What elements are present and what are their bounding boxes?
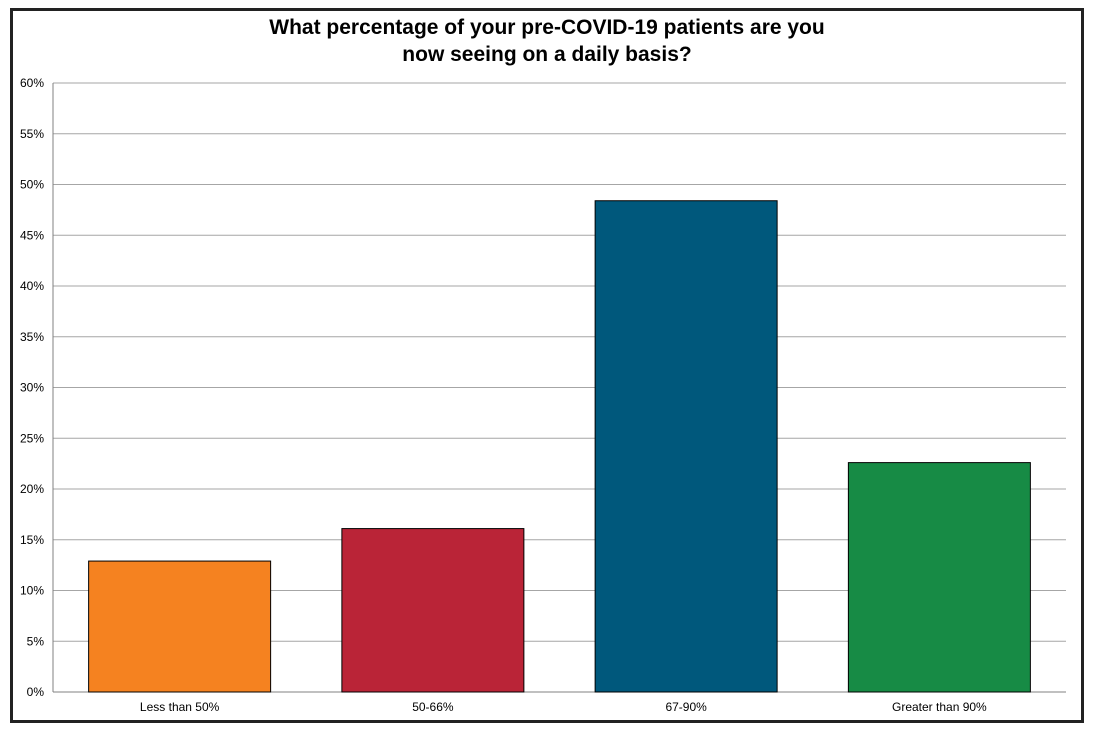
x-category-label: 50-66% (412, 700, 454, 714)
chart-title-line-1: What percentage of your pre-COVID-19 pat… (269, 16, 825, 39)
y-tick-label: 0% (27, 685, 45, 699)
y-tick-label: 55% (20, 127, 44, 141)
y-tick-label: 15% (20, 533, 44, 547)
chart-title-line-2: now seeing on a daily basis? (402, 43, 692, 66)
x-category-label: Greater than 90% (892, 700, 987, 714)
bar (594, 200, 778, 693)
y-tick-label: 60% (20, 76, 44, 90)
y-tick-label: 50% (20, 178, 44, 192)
bar (88, 560, 272, 693)
y-tick-label: 5% (27, 634, 45, 648)
x-category-label: 67-90% (665, 700, 707, 714)
y-tick-label: 45% (20, 228, 44, 242)
y-tick-label: 20% (20, 482, 44, 496)
y-tick-label: 35% (20, 330, 44, 344)
bar (341, 528, 525, 693)
y-tick-label: 10% (20, 584, 44, 598)
bar (847, 462, 1031, 693)
y-tick-label: 25% (20, 431, 44, 445)
chart-title: What percentage of your pre-COVID-19 pat… (0, 14, 1094, 68)
y-tick-label: 40% (20, 279, 44, 293)
y-tick-label: 30% (20, 381, 44, 395)
x-category-label: Less than 50% (140, 700, 220, 714)
